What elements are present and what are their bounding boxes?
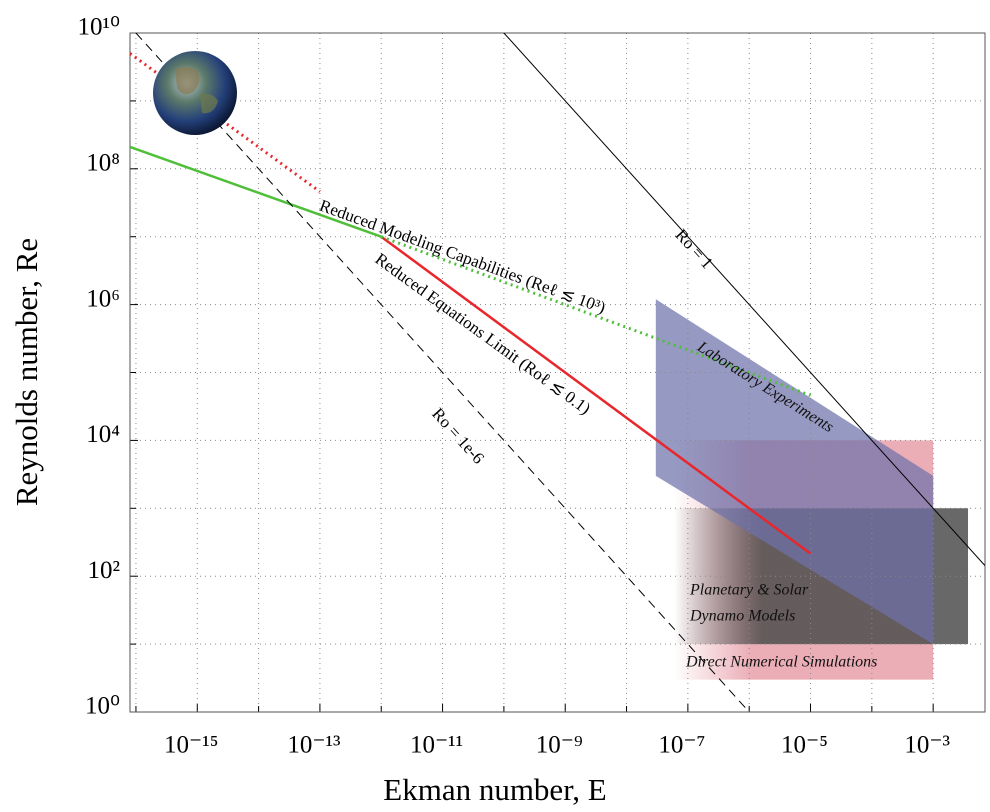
y-tick-label: 10¹⁰ <box>77 14 120 41</box>
annotation: Reduced Modeling Capabilities (Reℓ ≲ 10³… <box>317 196 608 317</box>
series-line <box>135 33 750 712</box>
x-tick-label: 10⁻¹¹ <box>410 732 463 759</box>
x-tick-label: 10⁻¹³ <box>287 732 341 759</box>
x-tick-label: 10⁻¹⁵ <box>164 732 218 759</box>
y-tick-label: 10⁰ <box>85 693 120 720</box>
x-tick-label: 10⁻⁷ <box>658 732 705 759</box>
x-tick-label: 10⁻⁵ <box>781 732 828 759</box>
earth <box>153 51 237 135</box>
grid <box>129 32 986 713</box>
annotation: Ro = 1 <box>672 225 717 272</box>
series-line <box>380 235 812 555</box>
y-tick-label: 10⁴ <box>86 421 120 448</box>
region <box>655 299 934 645</box>
series-line <box>503 33 985 566</box>
x-axis-label: Ekman number, E <box>383 772 606 807</box>
earth-globe <box>153 51 237 135</box>
annotation: Ro = 1e-6 <box>428 404 488 467</box>
earth-land <box>175 67 200 95</box>
x-tick-label: 10⁻⁹ <box>536 732 583 759</box>
y-tick-label: 10² <box>88 557 121 584</box>
region-label: Dynamo Models <box>689 608 795 625</box>
region-label: Planetary & Solar <box>689 582 809 599</box>
x-tick-label: 10⁻³ <box>904 732 950 759</box>
series-line <box>380 235 812 397</box>
plot-frame <box>129 32 986 713</box>
lines <box>130 33 985 712</box>
y-axis-label: Reynolds number, Re <box>9 238 44 506</box>
region-label: Direct Numerical Simulations <box>685 654 877 671</box>
series-line <box>130 145 382 238</box>
y-tick-label: 10⁸ <box>86 150 120 177</box>
y-tick-label: 10⁶ <box>86 285 120 312</box>
earth-land <box>200 93 218 114</box>
